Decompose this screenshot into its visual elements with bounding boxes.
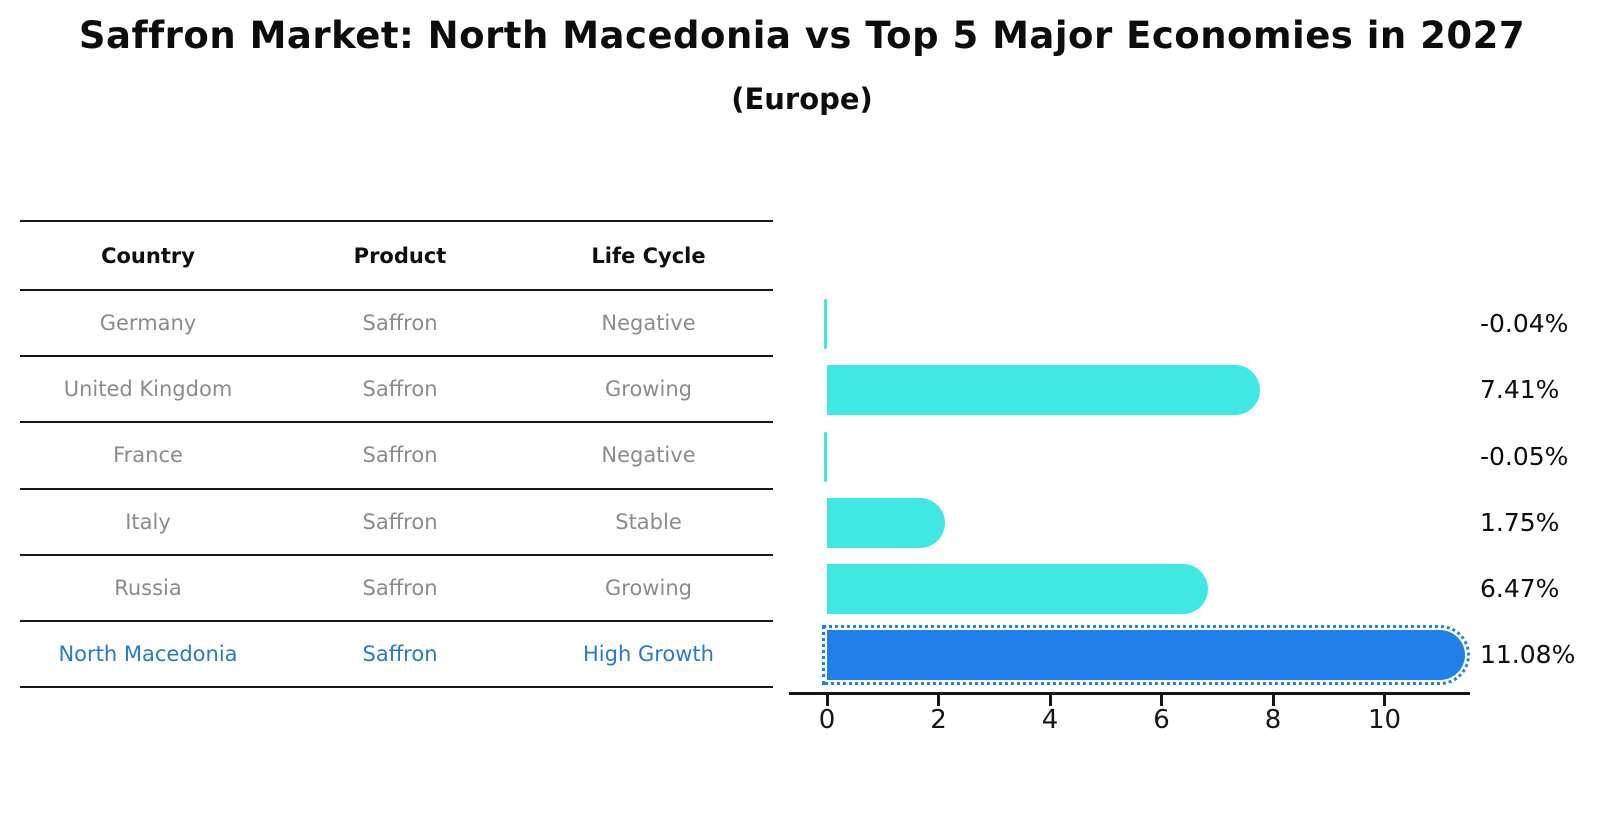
bar-germany [824,299,827,350]
cell-life-cycle: Growing [605,575,692,600]
cell-life-cycle: High Growth [583,642,714,667]
column-header-life-cycle: Life Cycle [591,243,706,268]
bar-value-label-united-kingdom: 7.41% [1480,375,1560,405]
cell-life-cycle: Negative [601,443,696,468]
chart-title: Saffron Market: North Macedonia vs Top 5… [78,14,1526,57]
cell-product: Saffron [362,377,438,402]
table-row-russia: Russia Saffron Growing [20,556,773,622]
table-row-united-kingdom: United Kingdom Saffron Growing [20,357,773,424]
chart-subtitle: (Europe) [731,82,873,116]
cell-product: Saffron [362,443,438,468]
bar-united-kingdom [827,365,1261,416]
table-row-north-macedonia: North Macedonia Saffron High Growth [20,622,773,689]
x-tick-label-0: 0 [818,705,836,735]
x-tick-label-8: 8 [1264,705,1282,735]
x-tick-mark-10 [1383,695,1386,706]
x-tick-label-4: 4 [1041,705,1059,735]
bar-russia [827,563,1208,614]
bar-france [824,431,827,482]
table-row-germany: Germany Saffron Negative [20,291,773,358]
bar-value-label-germany: -0.04% [1480,309,1569,339]
column-header-country: Country [101,243,195,268]
x-tick-mark-8 [1271,695,1275,706]
bar-value-label-russia: 6.47% [1480,573,1560,603]
cell-country: Italy [125,509,171,534]
cell-product: Saffron [362,642,438,667]
x-tick-label-6: 6 [1153,705,1170,735]
x-tick-label-10: 10 [1367,705,1402,735]
cell-country: Germany [99,311,197,336]
cell-product: Saffron [362,311,438,336]
data-table: Country Product Life Cycle Germany Saffro… [20,220,773,689]
table-row-italy: Italy Saffron Stable [20,490,773,556]
cell-life-cycle: Negative [601,311,696,336]
bar-value-label-france: -0.05% [1480,441,1569,471]
column-header-product: Product [353,243,447,268]
cell-country: France [113,443,183,468]
cell-product: Saffron [362,509,438,534]
cell-life-cycle: Growing [605,377,692,402]
cell-country: United Kingdom [63,377,233,402]
x-tick-mark-2 [937,695,940,706]
x-tick-mark-4 [1048,695,1052,706]
cell-country: Russia [114,575,182,600]
table-row-france: France Saffron Negative [20,423,773,490]
x-axis-line [789,692,1470,695]
x-tick-label-2: 2 [930,705,947,735]
table-body: Germany Saffron Negative United Kingdom Saff… [20,291,773,689]
x-tick-mark-6 [1160,695,1163,706]
cell-product: Saffron [362,575,438,600]
bar-value-label-north-macedonia: 11.08% [1480,640,1576,670]
x-tick-mark-0 [825,695,829,706]
cell-life-cycle: Stable [615,509,682,534]
bar-north-macedonia [822,625,1470,686]
bar-value-label-italy: 1.75% [1480,507,1560,537]
cell-country: North Macedonia [58,642,238,667]
bar-italy [827,497,945,548]
table-header-row: Country Product Life Cycle [20,222,773,291]
